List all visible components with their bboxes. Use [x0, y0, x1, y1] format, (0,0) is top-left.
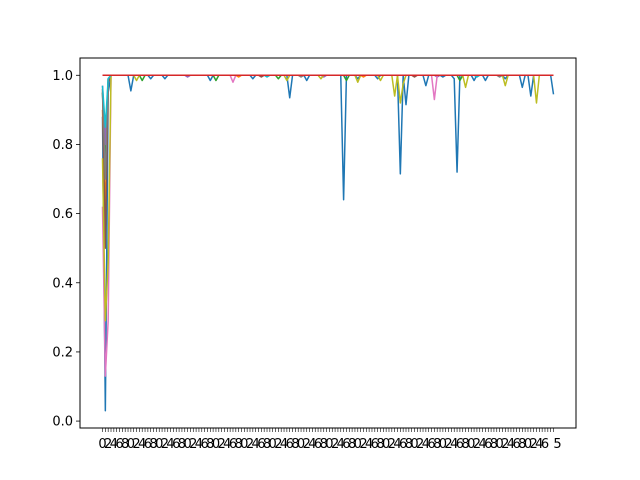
x-tick-label: 4 [195, 437, 203, 452]
x-tick-label: 2 [132, 437, 140, 452]
x-tick-label: 0 [127, 437, 135, 452]
x-tick-label: 4 [422, 437, 430, 452]
series-layer [101, 74, 555, 412]
y-tick-label: 0.6 [52, 207, 73, 222]
x-tick-label: 0 [269, 437, 277, 452]
x-tick-label: 2 [416, 437, 424, 452]
x-tick-label: 0 [183, 437, 191, 452]
x-tick-label: 2 [104, 437, 112, 452]
x-tick-label: 2 [359, 437, 367, 452]
x-tick-label: 0 [325, 437, 333, 452]
x-tick-label: 8 [263, 437, 271, 452]
x-tick-label: 8 [320, 437, 328, 452]
x-tick-label: 6 [115, 437, 123, 452]
x-axis-ticks: 2468024680246802468024680246802468024680… [98, 428, 562, 452]
x-tick-label: 2 [189, 437, 197, 452]
y-tick-label: 0.0 [52, 415, 73, 430]
x-tick-label: 6 [172, 437, 180, 452]
x-tick-label: 2 [530, 437, 538, 452]
x-tick-label: 8 [376, 437, 384, 452]
x-tick-label: 4 [166, 437, 174, 452]
x-tick-label-last: 5 [553, 437, 561, 452]
x-tick-label-first: 0 [98, 437, 106, 452]
x-tick-label: 8 [461, 437, 469, 452]
x-tick-label: 8 [433, 437, 441, 452]
y-tick-label: 0.2 [52, 345, 73, 360]
x-tick-label: 4 [478, 437, 486, 452]
x-tick-label: 4 [535, 437, 543, 452]
x-tick-label: 2 [246, 437, 254, 452]
x-tick-label: 6 [541, 437, 549, 452]
x-tick-label: 0 [524, 437, 532, 452]
x-tick-label: 6 [314, 437, 322, 452]
x-tick-label: 2 [388, 437, 396, 452]
x-tick-label-clutter: 2468024680246802468024680246802468024680… [104, 437, 549, 452]
x-tick-label: 0 [467, 437, 475, 452]
x-tick-label: 8 [235, 437, 243, 452]
x-tick-label: 4 [337, 437, 345, 452]
x-tick-label: 0 [382, 437, 390, 452]
x-tick-label: 8 [518, 437, 526, 452]
x-tick-label: 0 [410, 437, 418, 452]
x-tick-label: 8 [405, 437, 413, 452]
x-tick-label: 6 [342, 437, 350, 452]
x-tick-label: 0 [297, 437, 305, 452]
x-tick-label: 4 [365, 437, 373, 452]
x-tick-label: 0 [354, 437, 362, 452]
x-tick-label: 6 [144, 437, 152, 452]
x-tick-label: 2 [501, 437, 509, 452]
x-tick-label: 4 [308, 437, 316, 452]
x-tick-label: 6 [200, 437, 208, 452]
x-tick-label: 4 [110, 437, 118, 452]
x-tick-label: 0 [495, 437, 503, 452]
y-axis-ticks: 0.0 0.2 0.4 0.6 0.8 1.0 [52, 69, 80, 430]
x-tick-label: 6 [286, 437, 294, 452]
x-tick-label: 4 [393, 437, 401, 452]
x-tick-label: 8 [121, 437, 129, 452]
x-tick-label: 4 [252, 437, 260, 452]
x-tick-label: 2 [217, 437, 225, 452]
x-tick-label: 2 [444, 437, 452, 452]
x-tick-label: 0 [212, 437, 220, 452]
x-tick-label: 6 [484, 437, 492, 452]
x-tick-label: 8 [291, 437, 299, 452]
x-tick-label: 0 [240, 437, 248, 452]
x-tick-label: 2 [161, 437, 169, 452]
x-tick-label: 6 [257, 437, 265, 452]
x-tick-label: 6 [229, 437, 237, 452]
x-tick-label: 8 [348, 437, 356, 452]
y-tick-label: 0.8 [52, 138, 73, 153]
x-tick-label: 0 [439, 437, 447, 452]
x-tick-label: 6 [512, 437, 520, 452]
x-tick-label: 2 [303, 437, 311, 452]
x-tick-label: 2 [473, 437, 481, 452]
x-tick-label: 8 [206, 437, 214, 452]
x-tick-label: 8 [178, 437, 186, 452]
y-tick-label: 0.4 [52, 276, 73, 291]
x-tick-label: 4 [223, 437, 231, 452]
x-tick-label: 8 [149, 437, 157, 452]
x-tick-label: 4 [280, 437, 288, 452]
y-tick-label: 1.0 [52, 69, 73, 84]
x-tick-label: 4 [138, 437, 146, 452]
x-tick-label: 2 [331, 437, 339, 452]
x-tick-label: 8 [490, 437, 498, 452]
x-tick-label: 6 [399, 437, 407, 452]
x-tick-label: 6 [427, 437, 435, 452]
x-tick-label: 6 [456, 437, 464, 452]
x-tick-label: 4 [507, 437, 515, 452]
axes-frame [79, 57, 577, 429]
x-tick-label: 2 [274, 437, 282, 452]
x-tick-label: 4 [450, 437, 458, 452]
x-tick-label: 6 [371, 437, 379, 452]
x-tick-label: 0 [155, 437, 163, 452]
